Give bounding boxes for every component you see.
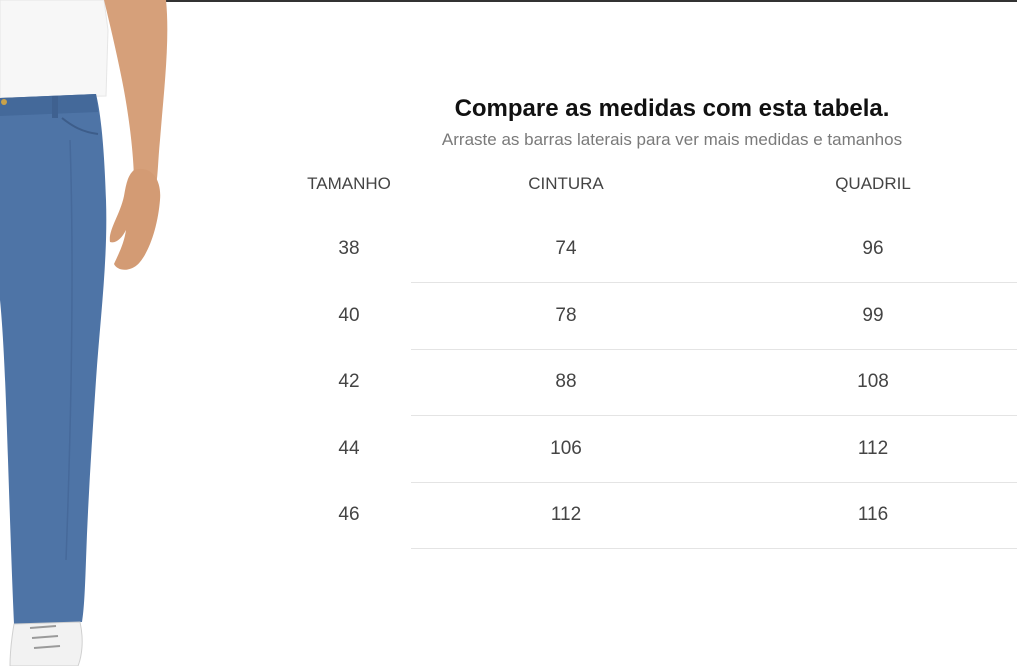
- size-cell: 44: [338, 438, 360, 459]
- top-border: [0, 0, 1017, 2]
- size-cell: 42: [338, 371, 360, 392]
- page-subtitle: Arraste as barras laterais para ver mais…: [441, 130, 903, 149]
- hip-cell: 108: [857, 371, 889, 392]
- waist-cell: 88: [555, 371, 577, 392]
- row-divider: [411, 349, 1017, 350]
- column-header-waist: CINTURA: [528, 174, 604, 193]
- model-photo: [0, 0, 168, 666]
- waist-cell: 106: [550, 438, 582, 459]
- column-header-hip: QUADRIL: [835, 174, 911, 193]
- waist-cell: 112: [550, 504, 582, 525]
- row-divider: [411, 282, 1017, 283]
- row-divider: [411, 482, 1017, 483]
- hip-cell: 112: [857, 438, 889, 459]
- size-cell: 38: [338, 238, 360, 259]
- waist-cell: 74: [555, 238, 577, 259]
- waist-cell: 78: [555, 305, 577, 326]
- hip-cell: 96: [862, 238, 884, 259]
- row-divider: [411, 548, 1017, 549]
- row-divider: [411, 415, 1017, 416]
- hip-cell: 99: [862, 305, 884, 326]
- page-title: Compare as medidas com esta tabela.: [454, 95, 890, 122]
- size-cell: 46: [338, 504, 360, 525]
- hip-cell: 116: [857, 504, 889, 525]
- column-header-size: TAMANHO: [307, 174, 391, 193]
- size-cell: 40: [338, 305, 360, 326]
